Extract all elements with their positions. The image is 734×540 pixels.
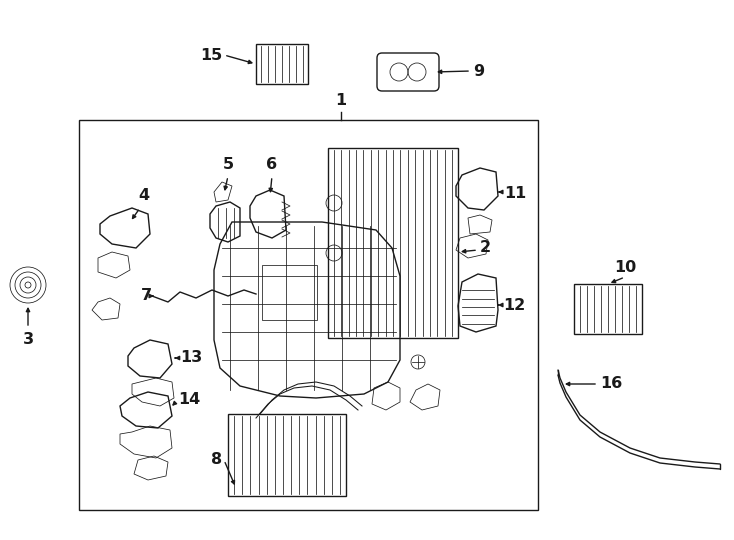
Text: 16: 16 bbox=[600, 376, 622, 392]
Text: 12: 12 bbox=[503, 298, 526, 313]
Text: 1: 1 bbox=[335, 93, 346, 108]
Bar bbox=[256, 44, 308, 84]
Text: 3: 3 bbox=[23, 332, 34, 347]
Bar bbox=[79, 120, 538, 510]
Text: 2: 2 bbox=[480, 240, 491, 255]
Bar bbox=[262, 265, 317, 320]
Text: 15: 15 bbox=[200, 48, 222, 63]
Text: 5: 5 bbox=[222, 157, 233, 172]
Text: 10: 10 bbox=[614, 260, 636, 275]
Text: 9: 9 bbox=[473, 64, 484, 78]
Text: 4: 4 bbox=[138, 188, 149, 203]
Text: 14: 14 bbox=[178, 393, 200, 408]
Bar bbox=[574, 284, 642, 334]
Text: 8: 8 bbox=[211, 453, 222, 468]
Bar bbox=[328, 148, 458, 338]
Text: 7: 7 bbox=[141, 288, 152, 303]
Text: 11: 11 bbox=[504, 186, 526, 200]
Text: 6: 6 bbox=[266, 157, 277, 172]
Bar bbox=[228, 414, 346, 496]
Text: 13: 13 bbox=[180, 350, 203, 366]
